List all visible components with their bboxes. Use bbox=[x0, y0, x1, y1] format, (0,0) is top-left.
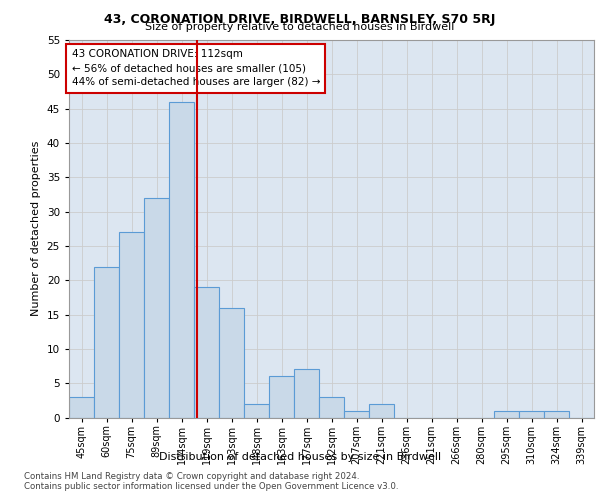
Y-axis label: Number of detached properties: Number of detached properties bbox=[31, 141, 41, 316]
Bar bbox=[144, 198, 169, 418]
Bar bbox=[494, 410, 519, 418]
Bar bbox=[94, 266, 119, 418]
Bar bbox=[169, 102, 194, 418]
Bar bbox=[69, 397, 94, 417]
Text: 43, CORONATION DRIVE, BIRDWELL, BARNSLEY, S70 5RJ: 43, CORONATION DRIVE, BIRDWELL, BARNSLEY… bbox=[104, 12, 496, 26]
Text: Size of property relative to detached houses in Birdwell: Size of property relative to detached ho… bbox=[145, 22, 455, 32]
Bar bbox=[119, 232, 144, 418]
Text: Distribution of detached houses by size in Birdwell: Distribution of detached houses by size … bbox=[159, 452, 441, 462]
Bar bbox=[194, 287, 219, 418]
Text: Contains HM Land Registry data © Crown copyright and database right 2024.: Contains HM Land Registry data © Crown c… bbox=[24, 472, 359, 481]
Bar bbox=[344, 410, 369, 418]
Bar bbox=[219, 308, 244, 418]
Bar bbox=[369, 404, 394, 417]
Bar bbox=[519, 410, 544, 418]
Bar bbox=[269, 376, 294, 418]
Text: Contains public sector information licensed under the Open Government Licence v3: Contains public sector information licen… bbox=[24, 482, 398, 491]
Text: 43 CORONATION DRIVE: 112sqm
← 56% of detached houses are smaller (105)
44% of se: 43 CORONATION DRIVE: 112sqm ← 56% of det… bbox=[71, 50, 320, 88]
Bar bbox=[544, 410, 569, 418]
Bar bbox=[319, 397, 344, 417]
Bar bbox=[244, 404, 269, 417]
Bar bbox=[294, 370, 319, 418]
